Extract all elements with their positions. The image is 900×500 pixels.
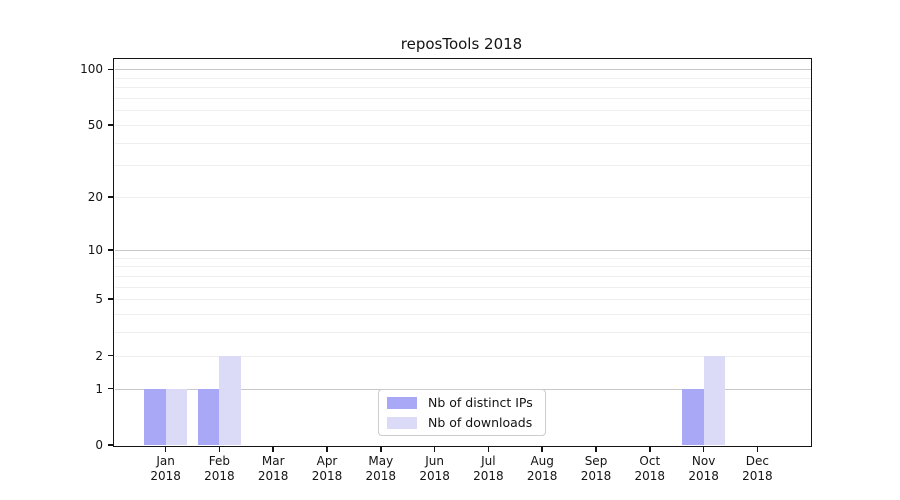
x-tick-mark	[595, 446, 597, 452]
y-tick-label: 1	[95, 381, 103, 396]
y-tick-mark	[108, 124, 113, 126]
x-tick-mark	[164, 446, 167, 452]
y-tick-mark	[108, 444, 113, 446]
x-tick-label: Apr 2018	[311, 454, 343, 483]
x-tick-mark	[326, 446, 328, 452]
bar-downloads	[703, 355, 726, 445]
y-tick-mark	[108, 249, 113, 251]
y-tick-label: 100	[80, 62, 103, 77]
legend-item-distinct-ips: Nb of distinct IPs	[387, 395, 537, 410]
y-tick-label: 10	[87, 242, 103, 257]
y-tick-label: 50	[87, 117, 103, 132]
y-gridline-minor	[114, 286, 811, 288]
x-tick-label: Oct 2018	[634, 454, 666, 483]
x-tick-label: Sep 2018	[580, 454, 612, 483]
y-tick-mark	[108, 354, 113, 357]
y-gridline-major	[114, 249, 811, 251]
y-tick-label: 2	[95, 348, 103, 363]
x-tick-mark	[649, 446, 651, 452]
bar-downloads	[165, 388, 188, 445]
chart-title: reposTools 2018	[400, 35, 523, 53]
y-tick-mark	[108, 387, 113, 390]
x-tick-label: May 2018	[365, 454, 397, 483]
y-gridline-minor	[114, 110, 811, 112]
y-gridline-minor	[114, 97, 811, 99]
x-tick-mark	[218, 446, 221, 452]
legend-item-downloads: Nb of downloads	[387, 415, 537, 430]
y-tick-label: 0	[95, 438, 103, 452]
legend-swatch-distinct-ips-icon	[387, 396, 417, 409]
y-gridline-minor	[114, 266, 811, 268]
y-gridline-minor	[114, 332, 811, 334]
bar-distinct-ips	[682, 388, 704, 445]
y-tick-label: 5	[95, 292, 103, 307]
y-gridline-minor	[114, 313, 811, 315]
y-tick-label: 20	[87, 190, 103, 205]
y-tick-mark	[108, 68, 113, 71]
legend-label-downloads: Nb of downloads	[428, 415, 533, 430]
x-tick-label: Mar 2018	[257, 454, 289, 483]
y-gridline-minor	[114, 165, 811, 167]
bar-distinct-ips	[197, 388, 220, 445]
y-gridline-minor	[114, 87, 811, 89]
y-gridline-minor	[114, 124, 811, 126]
x-tick-mark	[272, 446, 274, 452]
y-gridline-minor	[114, 355, 811, 357]
y-tick-mark	[108, 298, 113, 300]
legend: Nb of distinct IPs Nb of downloads	[378, 389, 546, 436]
bar-distinct-ips	[144, 388, 166, 445]
y-gridline-minor	[114, 257, 811, 259]
y-gridline-minor	[114, 77, 811, 79]
y-gridline-minor	[114, 142, 811, 144]
y-gridline-major	[114, 69, 811, 71]
x-tick-mark	[380, 446, 382, 452]
legend-label-distinct-ips: Nb of distinct IPs	[428, 395, 533, 410]
legend-swatch-downloads-icon	[387, 416, 417, 429]
x-tick-mark	[433, 446, 436, 452]
x-tick-label: Jun 2018	[419, 454, 450, 483]
x-tick-label: Dec 2018	[742, 454, 773, 483]
y-gridline-minor	[114, 197, 811, 199]
x-tick-mark	[541, 446, 543, 452]
x-tick-label: Nov 2018	[688, 454, 719, 483]
bar-downloads	[219, 355, 241, 445]
x-tick-label: Feb 2018	[204, 454, 235, 483]
y-gridline-minor	[114, 299, 811, 301]
x-tick-mark	[702, 446, 705, 452]
x-tick-mark	[756, 446, 759, 452]
y-gridline-minor	[114, 275, 811, 277]
y-tick-mark	[108, 196, 113, 198]
x-tick-label: Jul 2018	[473, 454, 504, 483]
x-tick-label: Aug 2018	[526, 454, 558, 483]
x-tick-mark	[487, 446, 490, 452]
x-tick-label: Jan 2018	[150, 454, 181, 483]
